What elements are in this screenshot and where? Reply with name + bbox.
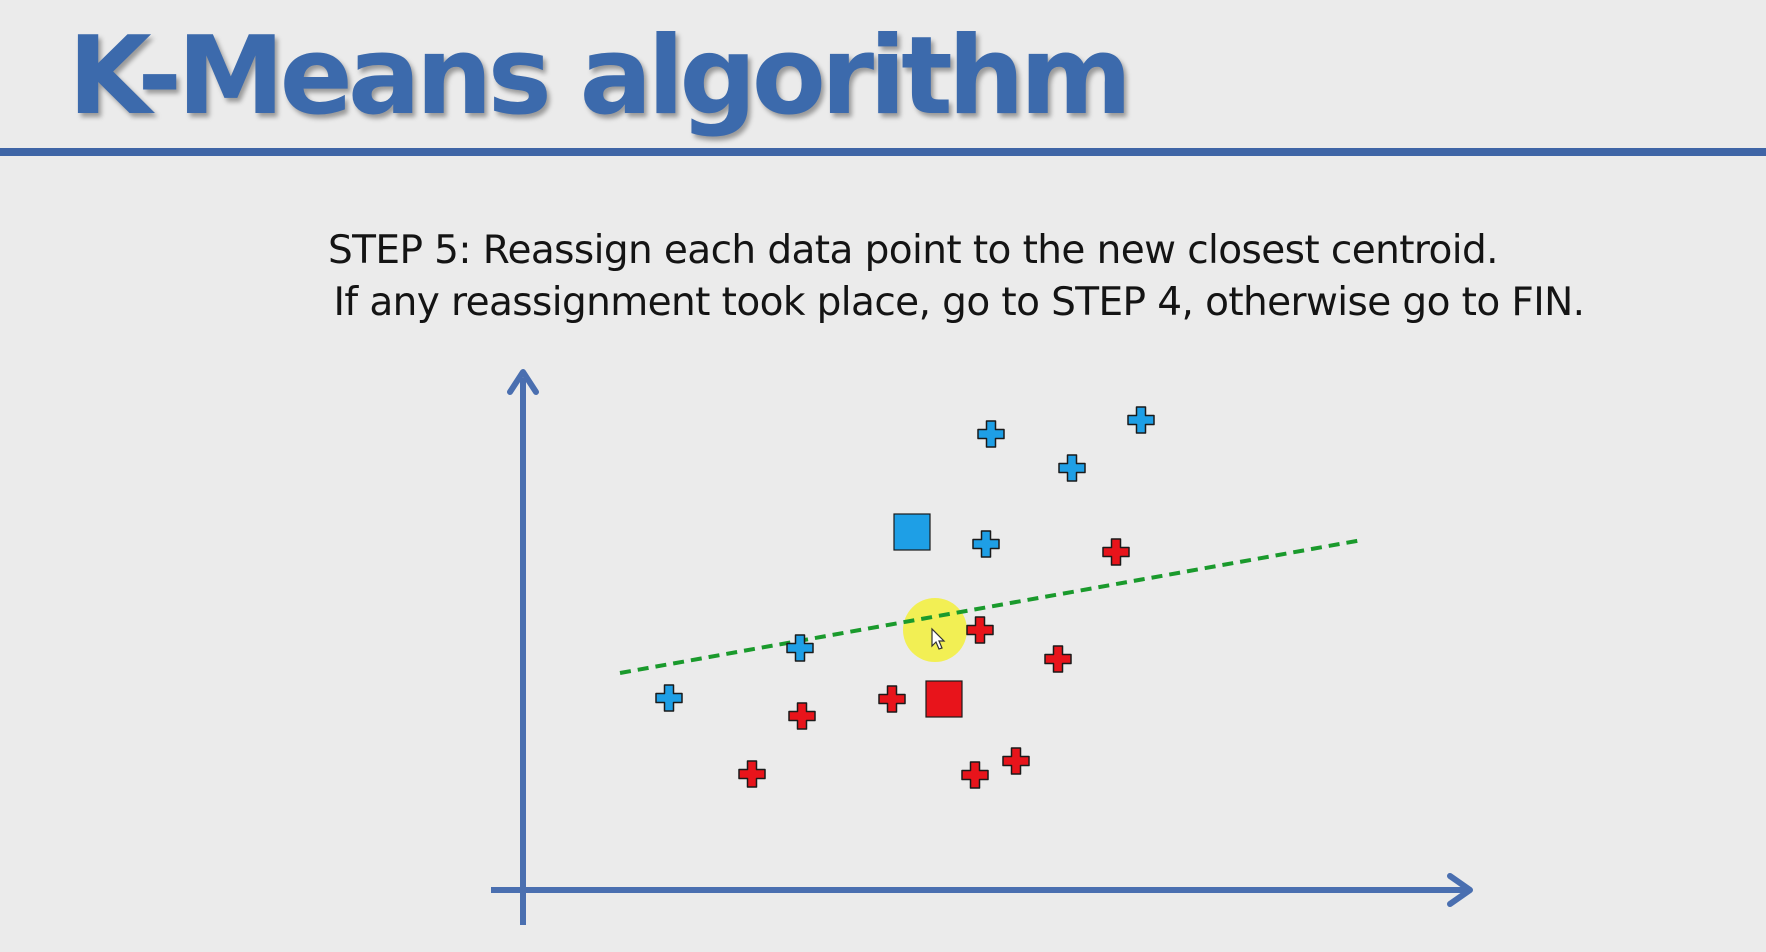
red-centroid bbox=[925, 680, 963, 718]
centroids bbox=[893, 513, 963, 718]
blue-cluster-point bbox=[786, 634, 814, 662]
title-divider bbox=[0, 148, 1766, 156]
blue-centroid bbox=[893, 513, 931, 551]
red-cluster-point bbox=[1102, 538, 1130, 566]
cursor-highlight bbox=[903, 598, 967, 662]
step-description-line-2: If any reassignment took place, go to ST… bbox=[333, 280, 1586, 325]
red-cluster-point bbox=[1002, 747, 1030, 775]
blue-cluster-point bbox=[972, 530, 1000, 558]
axes bbox=[491, 369, 1473, 925]
blue-cluster-point bbox=[977, 420, 1005, 448]
step-label: STEP 5: bbox=[328, 228, 471, 273]
x-axis-arrowhead bbox=[1447, 873, 1473, 907]
y-axis-arrowhead bbox=[507, 369, 539, 395]
blue-cluster-point bbox=[1127, 406, 1155, 434]
data-points bbox=[655, 406, 1155, 789]
red-cluster-point bbox=[878, 685, 906, 713]
step-text: Reassign each data point to the new clos… bbox=[470, 228, 1499, 273]
red-cluster-point bbox=[1044, 645, 1072, 673]
cluster-separator-line bbox=[619, 538, 1363, 675]
blue-cluster-point bbox=[655, 684, 683, 712]
red-cluster-point bbox=[788, 702, 816, 730]
step-description-line-1: STEP 5: Reassign each data point to the … bbox=[30, 228, 1766, 273]
mouse-cursor-icon bbox=[931, 627, 946, 650]
slide-title: K-Means algorithm bbox=[68, 14, 1132, 139]
blue-cluster-point bbox=[1058, 454, 1086, 482]
red-cluster-point bbox=[738, 760, 766, 788]
red-cluster-point bbox=[966, 616, 994, 644]
red-cluster-point bbox=[961, 761, 989, 789]
